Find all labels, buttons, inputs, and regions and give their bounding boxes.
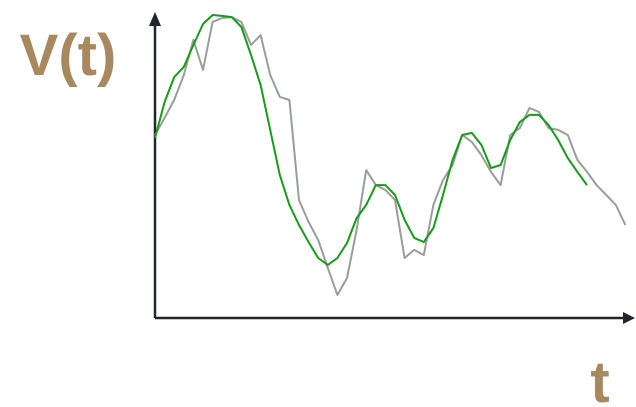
data-line (154, 16, 627, 296)
data-line (154, 14, 588, 266)
y-axis-arrow (149, 12, 161, 26)
x-axis-arrow (623, 312, 635, 324)
y-axis-label: V(t) (20, 23, 117, 88)
x-axis-label: t (590, 350, 609, 407)
